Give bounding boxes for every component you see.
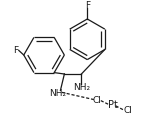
Text: F: F	[13, 46, 18, 55]
Text: F: F	[85, 1, 90, 10]
Text: Cl: Cl	[124, 106, 132, 115]
Text: Cl: Cl	[93, 96, 102, 105]
Text: NH₂: NH₂	[73, 83, 90, 92]
Text: Pt: Pt	[108, 100, 118, 110]
Text: NH₂: NH₂	[49, 89, 66, 98]
